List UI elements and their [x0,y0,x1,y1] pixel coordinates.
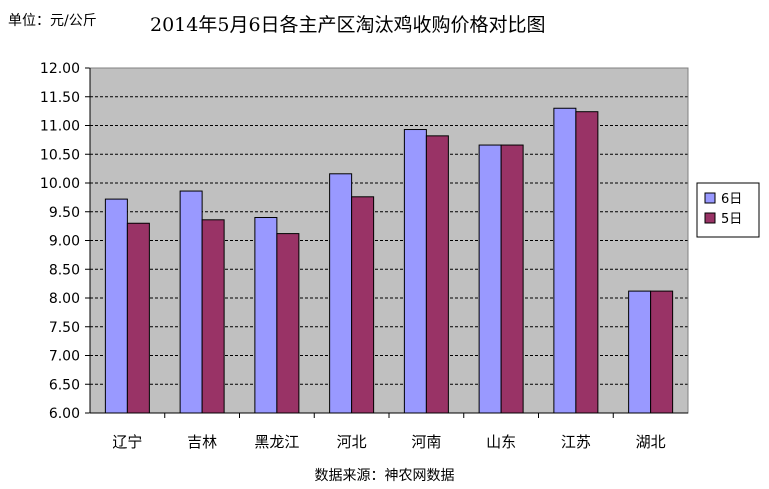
y-tick-label: 10.00 [40,176,80,192]
bar-series-6 [478,144,502,414]
legend-label: 5日 [721,212,742,227]
bar-series-5 [276,233,300,414]
bar-series-6 [254,217,278,414]
x-tick-label: 湖北 [636,433,666,451]
legend-swatch [704,212,716,224]
y-tick-label: 7.00 [49,349,80,365]
source-note: 数据来源：神农网数据 [314,468,455,484]
y-tick-label: 10.50 [40,147,80,163]
x-tick-label: 山东 [486,433,516,451]
bar-series-6 [403,129,427,414]
bar-series-6 [179,190,203,414]
x-tick-label: 江苏 [561,433,591,451]
legend-label: 6日 [721,192,742,207]
legend-box [696,182,760,238]
bar-series-6 [329,173,353,414]
bar-series-5 [351,196,375,414]
y-tick-label: 9.00 [49,234,80,250]
y-tick-label: 7.50 [49,320,80,336]
y-tick-label: 11.00 [40,119,80,135]
bar-series-5 [500,144,524,414]
bar-series-6 [104,198,128,414]
y-tick-label: 12.00 [40,61,80,77]
bar-series-5 [575,111,599,414]
y-tick-label: 6.50 [49,377,80,393]
x-tick-label: 河南 [411,433,441,451]
y-tick-label: 9.50 [49,205,80,221]
y-tick-label: 8.50 [49,262,80,278]
bar-series-6 [553,107,577,414]
unit-label: 单位：元/公斤 [8,13,97,29]
x-tick-label: 辽宁 [112,433,142,451]
bar-series-5 [425,135,449,414]
bar-series-6 [628,290,652,414]
legend-swatch [704,192,716,204]
x-tick-label: 吉林 [187,433,217,451]
y-tick-label: 11.50 [40,90,80,106]
bar-series-5 [201,219,225,414]
y-tick-label: 8.00 [49,291,80,307]
x-tick-label: 黑龙江 [254,433,299,451]
chart-title: 2014年5月6日各主产区淘汰鸡收购价格对比图 [150,14,546,36]
bar-series-5 [126,222,150,414]
y-tick-label: 6.00 [49,406,80,422]
bar-series-5 [650,290,674,414]
x-tick-label: 河北 [337,433,367,451]
